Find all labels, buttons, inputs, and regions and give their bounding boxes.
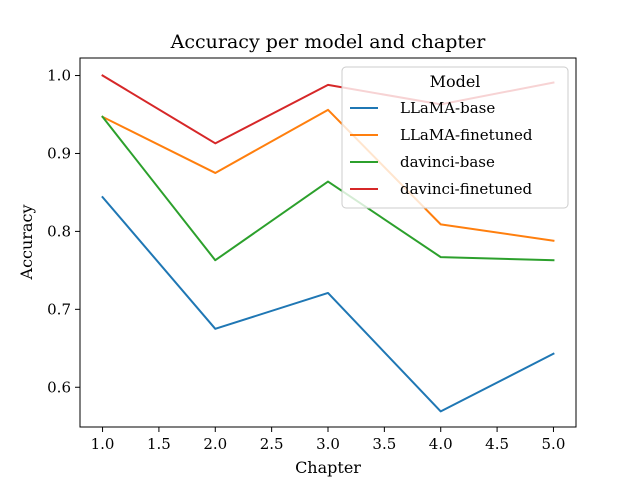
- y-tick-label: 1.0: [47, 67, 71, 85]
- x-tick-label: 4.5: [485, 435, 509, 453]
- chart-title: Accuracy per model and chapter: [170, 31, 487, 53]
- y-tick-label: 0.6: [47, 378, 71, 396]
- x-tick-label: 4.0: [429, 435, 453, 453]
- plot-area: 1.0 1.5 2.0 2.5 3.0 3.5 4.0 4.5 5.0 0.6 0.7 0.8 0.9 1…: [47, 57, 577, 453]
- series-line: [101, 108, 555, 242]
- y-axis-label: Accuracy: [17, 205, 36, 281]
- x-tick-label: 2.5: [260, 435, 284, 453]
- x-tick-label: 3.5: [372, 435, 396, 453]
- y-tick-label: 0.9: [47, 144, 71, 162]
- x-tick-label: 3.0: [316, 435, 340, 453]
- y-tick-label: 0.8: [47, 222, 71, 240]
- series-line: [101, 115, 555, 262]
- legend-box: [341, 66, 569, 209]
- legend-title: Model: [430, 72, 481, 91]
- legend-label: davinci-finetuned: [400, 180, 533, 198]
- x-tick-label: 1.5: [147, 435, 171, 453]
- series-line: [101, 195, 555, 413]
- legend-label: davinci-base: [400, 153, 495, 171]
- x-tick-label: 1.0: [91, 435, 115, 453]
- legend-label: LLaMA-finetuned: [400, 126, 533, 144]
- legend-label: LLaMA-base: [400, 99, 495, 117]
- y-tick-label: 0.7: [47, 300, 71, 318]
- x-tick-label: 5.0: [542, 435, 566, 453]
- x-tick-label: 2.0: [203, 435, 227, 453]
- x-axis-label: Chapter: [295, 458, 361, 477]
